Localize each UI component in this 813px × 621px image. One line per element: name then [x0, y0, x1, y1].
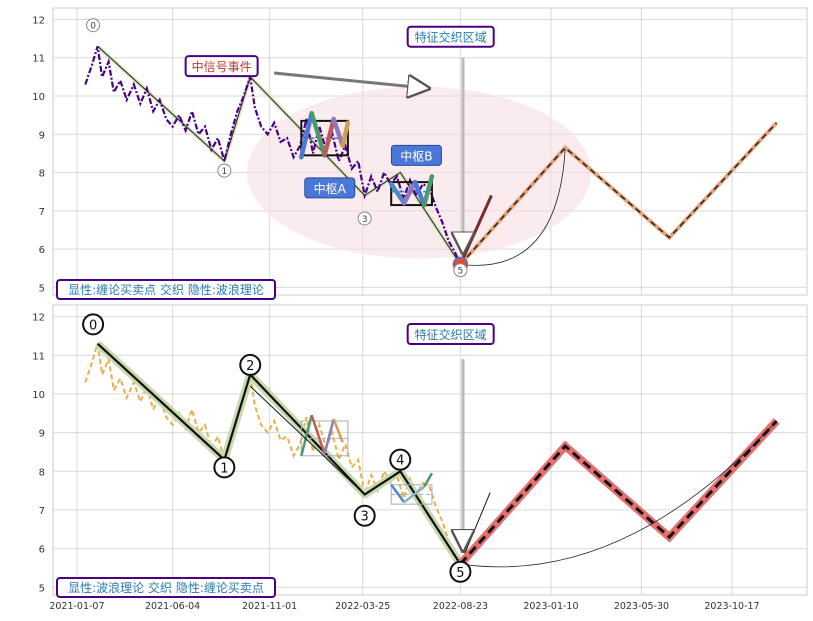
pivot-box-b	[390, 181, 433, 207]
x-tick-label: 2022-03-25	[335, 601, 390, 612]
x-tick-label: 2023-10-17	[704, 601, 759, 612]
x-tick-label: 2023-01-10	[523, 601, 578, 612]
y-tick-label: 5	[39, 583, 45, 594]
x-tick-label: 2022-08-23	[433, 601, 488, 612]
pivot-stroke	[310, 414, 326, 455]
zone-label-box	[406, 25, 495, 48]
y-tick-label: 12	[32, 313, 45, 324]
y-tick-label: 7	[39, 506, 45, 517]
panel-note: 显性:波浪理论 交织 隐性:缠论买卖点	[68, 580, 264, 595]
wave-label-circle	[213, 456, 236, 479]
pivot-stroke	[390, 484, 406, 503]
pivot-stroke	[388, 181, 407, 206]
swing-label: 1	[221, 167, 227, 177]
swing-label-circle	[453, 263, 468, 278]
y-tick-label: 8	[39, 467, 45, 478]
pivot-stroke	[300, 414, 313, 457]
swing-label-circle	[357, 211, 372, 226]
y-tick-label: 7	[39, 207, 45, 218]
zone-label: 特征交织区域	[415, 327, 487, 342]
wave-label-circle	[449, 560, 472, 583]
intersection-zone	[247, 86, 592, 259]
plot-frame	[52, 304, 808, 596]
event-label: 中信号事件	[192, 59, 252, 74]
wave-label: 5	[456, 566, 464, 581]
projection-arc	[460, 149, 566, 266]
projection-line	[459, 419, 778, 566]
projection-line	[459, 122, 778, 265]
panel-note-box	[56, 279, 276, 300]
pivot-a-tag-box	[304, 177, 356, 199]
zone-label: 特征交织区域	[415, 30, 487, 45]
y-tick-label: 10	[32, 92, 45, 103]
x-tick-label: 2021-11-01	[242, 601, 297, 612]
wave-label: 0	[89, 318, 97, 333]
price-line	[84, 343, 462, 565]
price-line	[84, 45, 462, 265]
y-tick-label: 6	[39, 245, 45, 256]
pivot-stroke	[322, 116, 336, 158]
swing-label: 3	[362, 215, 368, 225]
event-arrow	[274, 71, 429, 88]
projection-arc	[460, 420, 777, 568]
pivot-stroke	[299, 110, 314, 160]
pivot-b-tag-box	[390, 144, 442, 166]
wave-label-circle	[353, 504, 376, 527]
pivot-stroke	[401, 179, 418, 206]
y-tick-label: 11	[32, 351, 45, 362]
pivot-stroke	[340, 120, 351, 149]
swing-label-circle	[217, 163, 232, 178]
pivot-a-tag: 中枢A	[314, 181, 347, 196]
wave-label-circle	[239, 353, 262, 376]
pivot-stroke	[412, 179, 427, 208]
y-tick-label: 5	[39, 283, 45, 294]
y-tick-label: 12	[32, 15, 45, 26]
wave-label: 3	[361, 510, 369, 525]
pivot-stroke	[403, 485, 425, 504]
wave-label-circle	[389, 448, 412, 471]
y-tick-label: 9	[39, 130, 45, 141]
pivot-b-tag: 中枢B	[400, 148, 432, 163]
panel-note-box	[56, 577, 276, 598]
y-tick-label: 10	[32, 390, 45, 401]
wave-label: 2	[246, 359, 254, 374]
x-tick-label: 2021-01-07	[49, 601, 104, 612]
y-tick-label: 8	[39, 169, 45, 180]
swing-label-circle	[86, 18, 101, 33]
y-tick-label: 11	[32, 54, 45, 65]
wave-label: 1	[220, 461, 228, 476]
wave-label-circle	[82, 313, 105, 336]
wave-thin-line	[249, 385, 366, 495]
top-panel: 5678910111201235中信号事件特征交织区域中枢A中枢B显性:缠论买卖…	[32, 7, 808, 300]
pivot-stroke	[331, 116, 345, 149]
pivot-stroke	[309, 110, 327, 158]
wave-label: 4	[396, 454, 404, 469]
x-tick-label: 2023-05-30	[614, 601, 669, 612]
panel-note: 显性:缠论买卖点 交织 隐性:波浪理论	[68, 282, 264, 297]
pivot-stroke	[423, 472, 434, 488]
zone-label-box	[406, 323, 495, 345]
pivot-stroke	[421, 174, 435, 208]
pivot-stroke	[323, 418, 335, 455]
swing-label: 5	[458, 267, 464, 277]
pivot-stroke	[332, 418, 344, 443]
y-tick-label: 9	[39, 429, 45, 440]
x-tick-label: 2021-06-04	[145, 601, 200, 612]
event-label-box	[184, 55, 259, 78]
swing-label: 0	[90, 22, 96, 32]
y-tick-label: 6	[39, 545, 45, 556]
